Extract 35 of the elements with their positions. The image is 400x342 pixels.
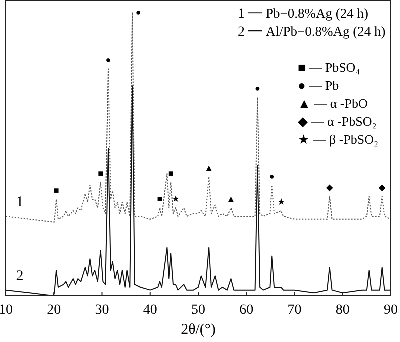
annotation: ● — Pb: [298, 78, 340, 93]
annotation: ▲: [204, 162, 214, 173]
x-axis-title: 2θ/(°): [181, 322, 216, 338]
annotation: ◆: [378, 182, 386, 193]
x-tick-label: 50: [192, 303, 206, 318]
annotation: ■: [54, 186, 60, 196]
x-tick-label: 60: [240, 303, 254, 318]
text: 1: [238, 7, 245, 22]
annotation: ★ — β -PbSO₂: [298, 132, 379, 147]
annotation: ●: [269, 171, 275, 182]
legend-label: Pb−0.8%Ag (24 h): [266, 6, 368, 21]
annotation: ★: [277, 196, 286, 207]
annotation: ●: [254, 83, 260, 94]
annotation: ■: [98, 168, 104, 179]
x-tick-label: 30: [95, 303, 110, 318]
annotation: ●: [106, 55, 112, 66]
text: 2: [238, 25, 245, 40]
annotation: ◆ — α -PbSO₂: [298, 114, 377, 129]
x-tick-label: 10: [0, 303, 13, 318]
annotation: 1: [16, 194, 24, 211]
x-tick-label: 40: [143, 303, 158, 318]
x-tick-label: 20: [47, 303, 62, 318]
annotation: ■ — PbSO₄: [298, 60, 361, 75]
x-tick-label: 70: [288, 303, 302, 318]
x-tick-label: 80: [336, 303, 350, 318]
x-tick-label: 90: [384, 303, 398, 318]
annotation: ■: [168, 168, 174, 179]
annotation: ●: [136, 7, 142, 18]
legend-label: Al/Pb−0.8%Ag (24 h): [266, 24, 386, 39]
annotation: ◆: [326, 182, 334, 193]
annotation: 2: [16, 268, 24, 284]
annotation: ▲ — α -PbO: [298, 96, 368, 111]
annotation: ★: [172, 194, 180, 204]
annotation: ■: [157, 194, 163, 204]
annotation: ▲: [226, 194, 236, 204]
